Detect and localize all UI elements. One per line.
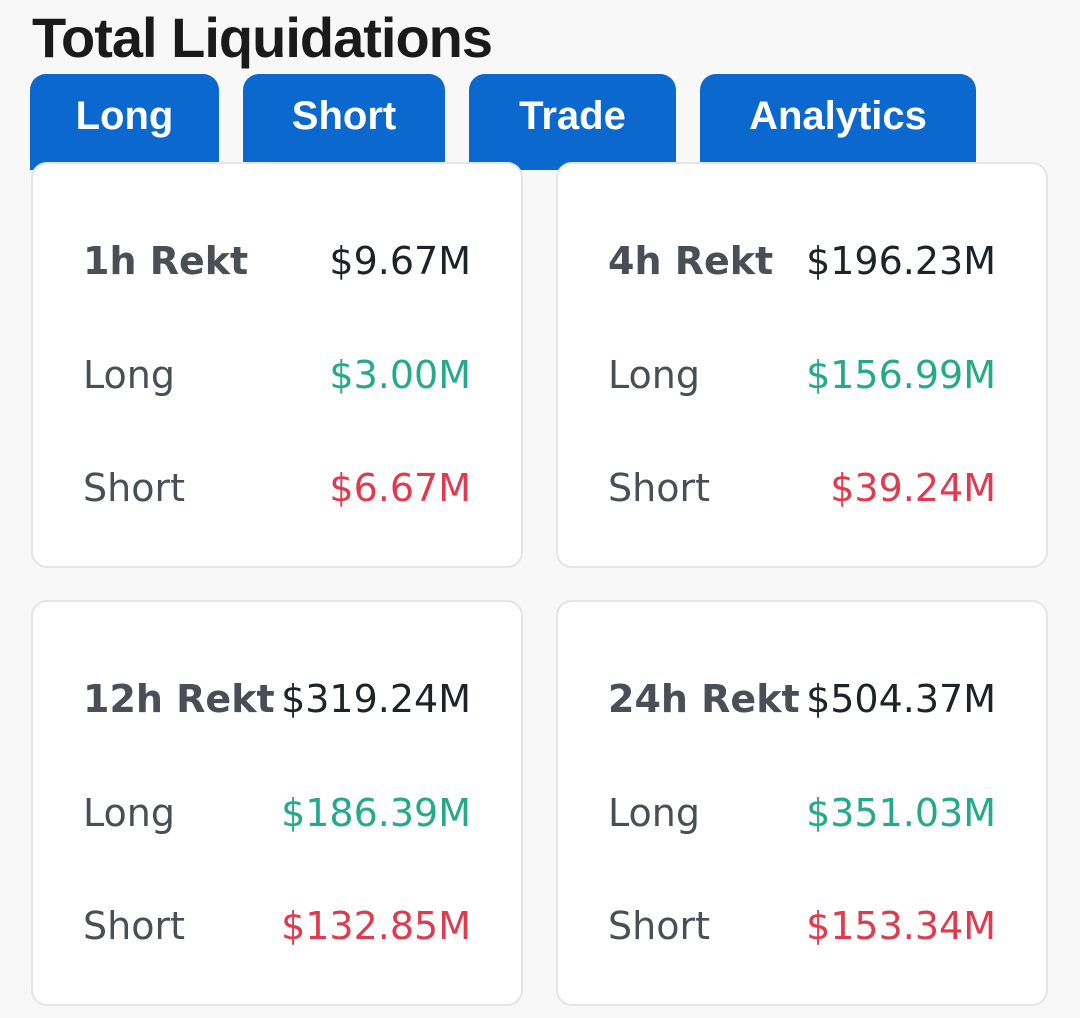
tab-trade-label: Trade xyxy=(519,93,626,138)
short-value: $153.34M xyxy=(806,904,996,948)
page-title: Total Liquidations xyxy=(32,6,493,69)
rekt-label: 12h Rekt xyxy=(83,677,275,721)
short-label: Short xyxy=(83,904,185,948)
long-label: Long xyxy=(608,353,700,397)
rekt-value: $9.67M xyxy=(329,239,471,283)
tab-long[interactable]: Long xyxy=(30,74,219,170)
long-label: Long xyxy=(608,791,700,835)
long-value: $3.00M xyxy=(329,353,471,397)
short-row: Short $132.85M xyxy=(83,901,471,951)
tab-trade[interactable]: Trade xyxy=(469,74,676,170)
long-value: $186.39M xyxy=(281,791,471,835)
short-value: $6.67M xyxy=(329,466,471,510)
liquidation-card-24h: 24h Rekt $504.37M Long $351.03M Short $1… xyxy=(556,600,1048,1006)
short-label: Short xyxy=(83,466,185,510)
short-row: Short $39.24M xyxy=(608,463,996,513)
rekt-label: 4h Rekt xyxy=(608,239,774,283)
rekt-total-row: 24h Rekt $504.37M xyxy=(608,674,996,724)
rekt-value: $319.24M xyxy=(281,677,471,721)
tab-long-label: Long xyxy=(75,93,174,138)
rekt-total-row: 1h Rekt $9.67M xyxy=(83,236,471,286)
tab-short[interactable]: Short xyxy=(243,74,445,170)
long-value: $156.99M xyxy=(806,353,996,397)
long-value: $351.03M xyxy=(806,791,996,835)
rekt-total-row: 12h Rekt $319.24M xyxy=(83,674,471,724)
short-label: Short xyxy=(608,466,710,510)
rekt-label: 24h Rekt xyxy=(608,677,800,721)
rekt-value: $196.23M xyxy=(806,239,996,283)
rekt-total-row: 4h Rekt $196.23M xyxy=(608,236,996,286)
liquidation-card-4h: 4h Rekt $196.23M Long $156.99M Short $39… xyxy=(556,162,1048,568)
tab-short-label: Short xyxy=(291,93,397,138)
short-value: $39.24M xyxy=(830,466,996,510)
liquidation-card-12h: 12h Rekt $319.24M Long $186.39M Short $1… xyxy=(31,600,523,1006)
short-row: Short $153.34M xyxy=(608,901,996,951)
tab-analytics[interactable]: Analytics xyxy=(700,74,976,170)
tab-analytics-label: Analytics xyxy=(749,93,927,138)
long-label: Long xyxy=(83,791,175,835)
liquidation-card-1h: 1h Rekt $9.67M Long $3.00M Short $6.67M xyxy=(31,162,523,568)
rekt-value: $504.37M xyxy=(806,677,996,721)
long-row: Long $3.00M xyxy=(83,350,471,400)
long-label: Long xyxy=(83,353,175,397)
short-row: Short $6.67M xyxy=(83,463,471,513)
long-row: Long $156.99M xyxy=(608,350,996,400)
rekt-label: 1h Rekt xyxy=(83,239,249,283)
long-row: Long $351.03M xyxy=(608,788,996,838)
short-label: Short xyxy=(608,904,710,948)
long-row: Long $186.39M xyxy=(83,788,471,838)
short-value: $132.85M xyxy=(281,904,471,948)
